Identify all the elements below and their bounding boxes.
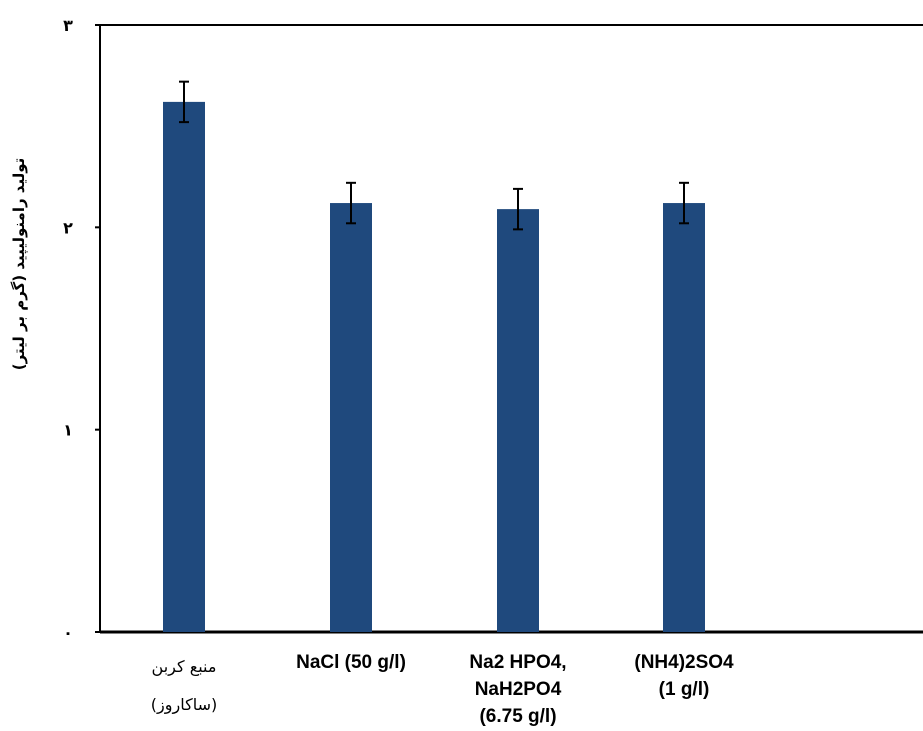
bar [330, 203, 372, 632]
x-category-label: (6.75 g/l) [479, 706, 556, 727]
x-category-label: NaH2PO4 [475, 679, 562, 700]
x-category-label: منبع کربن [152, 657, 217, 677]
y-tick-label: ۱ [63, 421, 73, 440]
x-axis-labels: منبع کربن (ساکاروز) NaCl (50 g/l) Na2 HPO4,… [151, 652, 734, 727]
x-category-label: (NH4)2SO4 [634, 652, 734, 673]
y-axis-title: تولید رامنولیپید (گرم بر لیتر) [10, 158, 29, 371]
x-category-label: NaCl (50 g/l) [296, 652, 406, 673]
x-category-label: (ساکاروز) [151, 695, 217, 715]
error-bars-group [179, 80, 689, 231]
bar [497, 209, 539, 632]
y-tick-label: ۰ [63, 623, 73, 642]
x-category-label: Na2 HPO4, [469, 652, 566, 673]
bar [663, 203, 705, 632]
x-category-label: (1 g/l) [659, 679, 710, 700]
bar [163, 101, 205, 633]
y-axis-ticks: ۰ ۱ ۲ ۳ [63, 16, 100, 642]
bars-group [163, 101, 705, 633]
y-tick-label: ۲ [63, 218, 73, 237]
y-tick-label: ۳ [63, 16, 73, 35]
